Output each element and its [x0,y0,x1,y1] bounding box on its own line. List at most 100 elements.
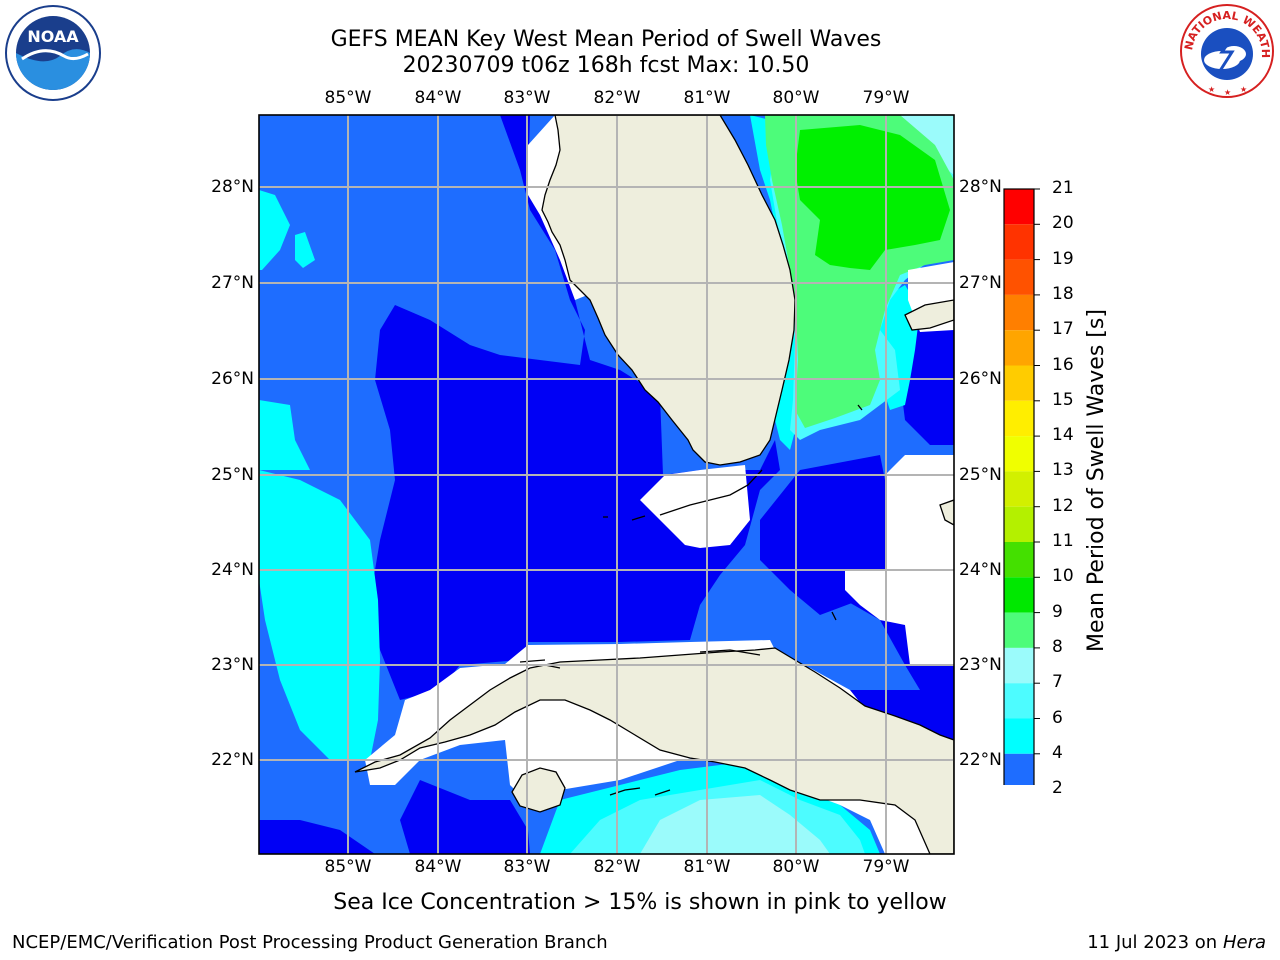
field-4-6s [259,470,380,760]
colorbar-swatch [1004,224,1034,260]
lon-label-top: 82°W [593,88,641,108]
svg-text:★: ★ [1208,85,1215,94]
svg-text:★: ★ [1224,88,1231,97]
field-10-11s [795,125,950,270]
colorbar-tick-label: 16 [1052,354,1074,375]
lat-label-left: 22°N [211,750,254,770]
lon-label-top: 81°W [683,88,731,108]
lon-label-bottom: 83°W [503,857,551,877]
colorbar-tick-label: 20 [1052,213,1074,234]
florida-keys [659,469,763,516]
colorbar-tick-label: 11 [1052,531,1074,551]
lon-label-top: 84°W [414,88,462,108]
colorbar-swatch [1004,189,1034,225]
lon-label-bottom: 79°W [862,857,910,877]
chart-title: GEFS MEAN Key West Mean Period of Swell … [330,27,882,52]
colorbar-tick-label: 21 [1052,178,1074,198]
lat-label-left: 28°N [211,177,254,197]
colorbar-tick-label: 19 [1052,248,1074,269]
colorbar-tick-label: 6 [1052,707,1063,728]
colorbar-swatch [1004,647,1034,684]
field-8-9s [640,795,830,854]
footer-machine: Hera [1222,932,1266,953]
colorbar-swatch [1004,436,1034,472]
colorbar-swatch [1004,753,1034,790]
map-frame [258,114,955,855]
lat-label-right: 26°N [959,369,1002,389]
colorbar-swatch [1004,259,1034,295]
footer-right: 11 Jul 2023 on Hera [1087,932,1266,953]
florida-keys [631,515,646,521]
bahamas-land [904,299,954,331]
swell-period-map [258,114,955,855]
bahamas-land [831,404,863,621]
colorbar-tick-label: 14 [1052,425,1074,446]
field-lt-2s [400,780,530,854]
lat-label-right: 23°N [959,655,1002,675]
lon-label-top: 85°W [324,88,372,108]
lat-label-left: 27°N [211,273,254,293]
lon-label-top: 80°W [772,88,820,108]
lat-label-right: 28°N [959,177,1002,197]
colorbar-tick-label: 2 [1052,778,1063,799]
colorbar-swatch [1004,400,1034,437]
nodata-mask [845,455,954,665]
lon-label-top: 79°W [862,88,910,108]
lat-label-right: 27°N [959,273,1002,293]
colorbar-tick-label: 12 [1052,495,1074,516]
chart-subtitle: 20230709 t06z 168h fcst Max: 10.50 [402,53,810,78]
lat-label-left: 24°N [211,560,254,580]
lat-label-right: 25°N [959,465,1002,485]
lat-label-left: 25°N [211,465,254,485]
lat-label-right: 22°N [959,750,1002,770]
lon-label-bottom: 84°W [414,857,462,877]
colorbar-tick-label: 18 [1052,283,1074,304]
nws-logo: NATIONAL WEATHER SERVICE ★ ★ ★ [1174,0,1276,100]
field-4-6s [295,232,315,268]
colorbar-swatch [1004,365,1034,401]
colorbar-tick-label: 10 [1052,566,1074,587]
colorbar-tick-label: 9 [1052,601,1063,622]
lon-label-top: 83°W [503,88,551,108]
field-4-6s [259,190,290,270]
colorbar-swatch [1004,718,1034,754]
lon-label-bottom: 82°W [593,857,641,877]
footer-left: NCEP/EMC/Verification Post Processing Pr… [12,932,608,953]
colorbar-swatch [1004,683,1034,719]
colorbar-swatch [1004,612,1034,648]
colorbar-tick-label: 15 [1052,389,1074,410]
lon-label-bottom: 85°W [324,857,372,877]
colorbar-swatch [1004,294,1034,331]
colorbar-tick-label: 13 [1052,460,1074,481]
noaa-logo-graphic: NOAA [5,5,101,101]
field-lt-2s [370,115,780,700]
colorbar-tick-label: 4 [1052,742,1063,763]
isle-of-youth [511,767,566,813]
nodata-mask [640,465,750,548]
colorbar-swatch [1004,577,1034,613]
lat-label-left: 23°N [211,655,254,675]
colorbar-tick-label: 7 [1052,672,1063,693]
footer-date: 11 Jul 2023 on [1087,932,1223,953]
bahamas-land [939,499,954,526]
colorbar-label: Mean Period of Swell Waves [s] [1084,309,1109,652]
sea-ice-note: Sea Ice Concentration > 15% is shown in … [333,890,947,915]
graticule [259,115,954,854]
nws-logo-graphic: NATIONAL WEATHER SERVICE ★ ★ ★ [1174,0,1274,98]
lat-label-left: 26°N [211,369,254,389]
colorbar-swatch [1004,542,1034,578]
noaa-logo-text: NOAA [27,27,79,46]
lon-label-bottom: 80°W [772,857,820,877]
noaa-logo: NOAA [4,4,102,102]
florida-land [541,115,796,466]
map-panel [258,114,955,855]
cuba-land [354,647,954,854]
colorbar-swatch [1004,471,1034,507]
cays-outline [519,649,761,796]
colorbar-swatch [1004,330,1034,366]
colorbar [1000,185,1040,819]
colorbar-swatch [1004,506,1034,542]
field-4-6s [259,400,310,470]
colorbar-tick-label: 8 [1052,636,1063,657]
field-lt-2s [259,820,375,854]
